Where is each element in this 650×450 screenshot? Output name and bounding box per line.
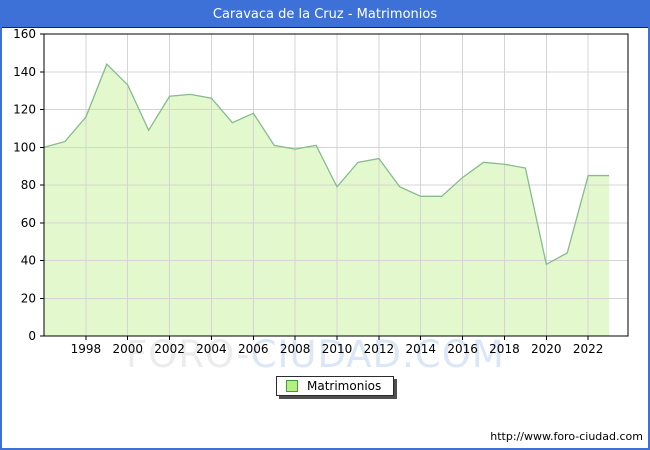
legend-swatch [286, 380, 298, 392]
svg-text:2012: 2012 [364, 342, 395, 356]
title-bar: Caravaca de la Cruz - Matrimonios [2, 2, 648, 28]
svg-text:40: 40 [21, 254, 36, 268]
svg-text:2000: 2000 [112, 342, 143, 356]
svg-text:100: 100 [13, 140, 36, 154]
svg-text:120: 120 [13, 103, 36, 117]
svg-text:140: 140 [13, 65, 36, 79]
footer-url: http://www.foro-ciudad.com [490, 430, 643, 443]
svg-text:2004: 2004 [196, 342, 227, 356]
svg-text:2016: 2016 [447, 342, 478, 356]
svg-text:80: 80 [21, 178, 36, 192]
watermark-foro: FORO- [126, 333, 251, 376]
svg-text:2022: 2022 [573, 342, 604, 356]
svg-text:0: 0 [28, 329, 36, 343]
svg-text:2002: 2002 [154, 342, 185, 356]
svg-text:2006: 2006 [238, 342, 269, 356]
legend: Matrimonios [276, 376, 395, 396]
svg-text:2014: 2014 [405, 342, 436, 356]
svg-text:160: 160 [13, 27, 36, 41]
page-title: Caravaca de la Cruz - Matrimonios [212, 7, 438, 22]
svg-text:2018: 2018 [489, 342, 520, 356]
svg-text:20: 20 [21, 291, 36, 305]
svg-text:2010: 2010 [322, 342, 353, 356]
svg-text:60: 60 [21, 216, 36, 230]
svg-text:1998: 1998 [71, 342, 102, 356]
legend-label: Matrimonios [307, 379, 382, 393]
svg-text:2020: 2020 [531, 342, 562, 356]
watermark: FORO-CIUDAD.COM [126, 333, 505, 376]
svg-text:2008: 2008 [280, 342, 311, 356]
watermark-ciudad: CIUDAD.COM [250, 333, 505, 376]
